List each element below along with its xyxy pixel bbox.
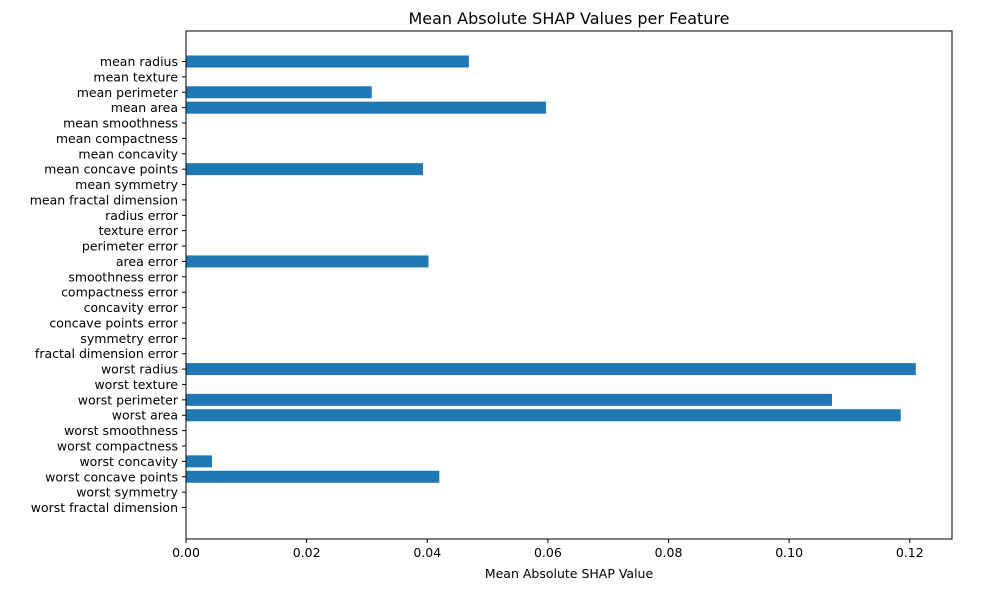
bar-worst-concave-points bbox=[186, 470, 440, 483]
bars-group bbox=[186, 55, 916, 483]
y-tick-label: symmetry error bbox=[80, 331, 178, 346]
x-tick-label: 0.08 bbox=[655, 545, 683, 560]
x-tick-label: 0.00 bbox=[172, 545, 200, 560]
y-tick-label: worst symmetry bbox=[76, 485, 178, 500]
y-tick-label: mean texture bbox=[93, 69, 178, 84]
y-tick-label: worst smoothness bbox=[64, 423, 178, 438]
y-tick-label: worst radius bbox=[101, 362, 178, 377]
x-tick-label: 0.02 bbox=[293, 545, 321, 560]
x-axis: 0.00 0.02 0.04 0.06 0.08 0.10 0.12 bbox=[172, 539, 924, 560]
bar-worst-perimeter bbox=[186, 393, 832, 406]
bar-worst-radius bbox=[186, 363, 916, 376]
bar-mean-concave-points bbox=[186, 163, 424, 176]
bar-mean-area bbox=[186, 101, 547, 114]
y-tick-label: mean concavity bbox=[78, 146, 178, 161]
y-tick-label: concavity error bbox=[84, 300, 179, 315]
bar-area-error bbox=[186, 255, 429, 268]
y-tick-label: concave points error bbox=[49, 315, 179, 330]
y-tick-label: mean concave points bbox=[44, 162, 178, 177]
y-tick-label: worst fractal dimension bbox=[31, 500, 178, 515]
y-tick-label: mean compactness bbox=[56, 131, 178, 146]
y-tick-label: area error bbox=[116, 254, 179, 269]
y-tick-label: fractal dimension error bbox=[35, 346, 179, 361]
y-tick-label: mean radius bbox=[100, 54, 178, 69]
y-tick-label: worst texture bbox=[94, 377, 178, 392]
y-tick-label: smoothness error bbox=[68, 269, 179, 284]
y-tick-label: compactness error bbox=[61, 285, 179, 300]
bar-worst-concavity bbox=[186, 455, 212, 468]
x-axis-label: Mean Absolute SHAP Value bbox=[485, 566, 654, 581]
x-tick-label: 0.10 bbox=[775, 545, 803, 560]
y-tick-label: perimeter error bbox=[82, 239, 179, 254]
bar-mean-radius bbox=[186, 55, 469, 68]
y-tick-label: mean fractal dimension bbox=[30, 192, 178, 207]
plot-area-frame bbox=[185, 30, 953, 540]
x-tick-label: 0.12 bbox=[896, 545, 924, 560]
x-tick-label: 0.06 bbox=[534, 545, 562, 560]
y-tick-label: mean symmetry bbox=[75, 177, 178, 192]
bar-mean-perimeter bbox=[186, 86, 372, 99]
y-tick-label: mean area bbox=[111, 100, 178, 115]
x-tick-label: 0.04 bbox=[413, 545, 441, 560]
y-tick-label: worst concavity bbox=[79, 454, 178, 469]
y-tick-label: worst compactness bbox=[57, 439, 178, 454]
y-tick-label: worst perimeter bbox=[78, 392, 179, 407]
y-tick-label: mean smoothness bbox=[63, 116, 178, 131]
y-tick-label: radius error bbox=[105, 208, 179, 223]
y-tick-label: worst concave points bbox=[45, 469, 178, 484]
y-tick-label: mean perimeter bbox=[77, 85, 179, 100]
chart-title: Mean Absolute SHAP Values per Feature bbox=[408, 9, 729, 28]
y-tick-label: worst area bbox=[112, 408, 178, 423]
y-tick-label: texture error bbox=[99, 223, 179, 238]
bar-worst-area bbox=[186, 409, 901, 422]
